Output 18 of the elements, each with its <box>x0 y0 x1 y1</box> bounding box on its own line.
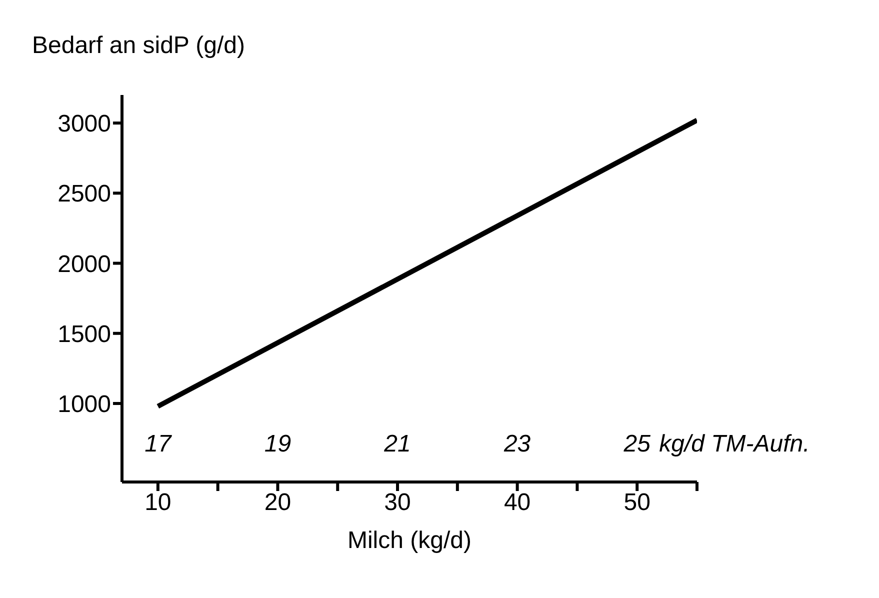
x-tick-label: 50 <box>624 489 650 516</box>
x2-tick-label: 19 <box>264 430 292 458</box>
x2-tick-label: 25 <box>622 430 652 458</box>
x2-tick-label: 17 <box>144 430 173 458</box>
y-tick-label: 2000 <box>58 250 111 278</box>
x-tick-label: 10 <box>144 489 172 516</box>
y-tick-label: 2500 <box>58 180 111 208</box>
y-tick-label: 1000 <box>58 391 111 418</box>
x2-tick-label: 21 <box>383 430 411 458</box>
y-tick-label: 3000 <box>58 110 111 138</box>
y-axis-title: Bedarf an sidP (g/d) <box>32 32 246 60</box>
x-tick-label: 30 <box>384 489 411 516</box>
y-tick-label: 1500 <box>58 320 111 348</box>
x2-axis-title: kg/d TM-Aufn. <box>659 430 810 458</box>
x-tick-label: 20 <box>264 489 292 516</box>
x-tick-label: 40 <box>504 489 531 516</box>
x2-tick-label: 23 <box>502 430 532 458</box>
x-axis-title: Milch (kg/d) <box>347 527 472 554</box>
